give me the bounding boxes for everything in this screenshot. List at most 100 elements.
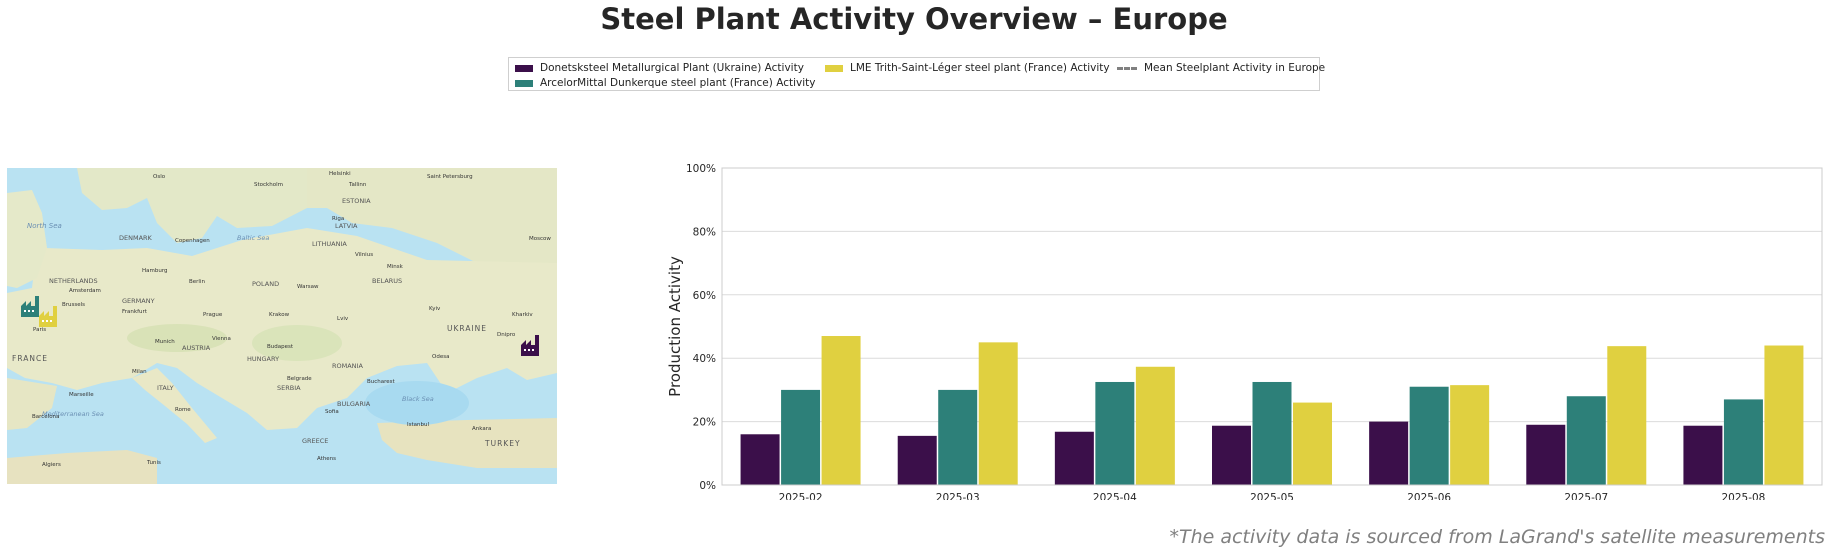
map-label: Budapest [267, 344, 294, 350]
map-label: Minsk [387, 264, 404, 270]
bar [821, 336, 861, 485]
map-label: Hamburg [142, 268, 168, 274]
map-label: HUNGARY [247, 355, 279, 363]
map-label: Milan [132, 369, 147, 375]
map-label: Riga [332, 216, 344, 222]
legend-label: ArcelorMittal Dunkerque steel plant (Fra… [540, 77, 816, 89]
y-tick-label: 100% [686, 163, 716, 175]
iberia-land [7, 378, 57, 430]
x-tick-label: 2025-08 [1721, 492, 1765, 500]
map-label: Rome [175, 407, 191, 413]
map-label: Tunis [146, 460, 161, 466]
map-label: Copenhagen [175, 238, 210, 244]
chart-svg: 0% 20% 40% 60% 80% 100% 2025-02 2025-03 2025-04 2… [666, 163, 1823, 504]
map-label: Amsterdam [69, 288, 101, 294]
bar [781, 389, 821, 485]
bar [1526, 424, 1566, 485]
map-label: Krakow [269, 312, 290, 318]
bars [740, 336, 1804, 485]
bar [1054, 431, 1094, 485]
map-label: Stockholm [254, 182, 283, 188]
bar [938, 389, 978, 485]
britain-land [7, 190, 47, 288]
map-label: Sofia [325, 409, 339, 415]
map-label: UKRAINE [447, 324, 487, 333]
x-tick-label: 2025-06 [1407, 492, 1451, 500]
finland-russia-land [307, 168, 557, 263]
map-label: ITALY [157, 384, 174, 392]
bar [1607, 346, 1647, 485]
legend-label: LME Trith-Saint-Léger steel plant (Franc… [850, 62, 1110, 74]
italy-land [132, 368, 217, 443]
bar [1252, 381, 1292, 485]
map-label: Moscow [529, 236, 551, 242]
black-sea [365, 381, 469, 425]
bar [740, 434, 780, 485]
europe-map: North Sea Baltic Sea Black Sea Mediterra… [7, 168, 557, 484]
map-label: ROMANIA [332, 362, 363, 370]
map-label: Munich [155, 339, 175, 345]
map-label: LATVIA [335, 222, 358, 230]
legend-swatch [515, 79, 533, 87]
map-label: Brussels [62, 302, 85, 308]
bar [1212, 425, 1251, 485]
map-label: POLAND [252, 280, 279, 288]
bar [1566, 396, 1606, 485]
map-label: Belgrade [287, 376, 312, 382]
map-label: TURKEY [484, 439, 521, 448]
y-tick-label: 0% [699, 480, 716, 492]
turkey-land [377, 418, 557, 468]
map-label: DENMARK [119, 234, 153, 242]
map-label: Lviv [337, 316, 349, 322]
x-tick-label: 2025-07 [1564, 492, 1608, 500]
legend-item-mean: Mean Steelplant Activity in Europe [1117, 62, 1325, 74]
factory-icon [21, 296, 39, 317]
y-axis-label: Production Activity [666, 256, 684, 397]
legend-swatch [825, 64, 843, 72]
factory-icon [39, 306, 57, 327]
map-label: BELARUS [372, 277, 402, 285]
y-tick-label: 40% [693, 353, 716, 365]
x-tick-label: 2025-04 [1093, 492, 1137, 500]
bar [1764, 345, 1804, 485]
legend: Donetsksteel Metallurgical Plant (Ukrain… [508, 57, 1325, 91]
map-label: NETHERLANDS [49, 277, 98, 285]
map-label: AUSTRIA [182, 344, 211, 352]
map-label: Prague [203, 312, 223, 318]
map-label: SERBIA [277, 384, 301, 392]
map-label: Odesa [432, 354, 449, 360]
map-svg: North Sea Baltic Sea Black Sea Mediterra… [7, 168, 557, 484]
plot-frame [721, 167, 1823, 486]
map-label: Kyiv [429, 306, 441, 312]
map-label: Warsaw [297, 284, 319, 290]
legend-label: Donetsksteel Metallurgical Plant (Ukrain… [540, 62, 804, 74]
legend-swatch [515, 64, 533, 72]
map-label: Istanbul [407, 422, 429, 428]
map-label: Dnipro [497, 332, 516, 338]
map-label: Barcelona [32, 414, 59, 420]
chart-title: Steel Plant Activity Overview – Europe [600, 2, 1228, 36]
map-label: Paris [33, 327, 46, 333]
bar [1293, 402, 1332, 485]
map-label: Vilnius [355, 252, 373, 258]
legend-item-trith: LME Trith-Saint-Léger steel plant (Franc… [825, 62, 1110, 74]
legend-dash [1117, 66, 1137, 70]
x-tick-label: 2025-03 [936, 492, 980, 500]
alps [127, 324, 227, 352]
map-label: Berlin [189, 279, 205, 285]
bar [1095, 381, 1135, 485]
map-label: LITHUANIA [312, 240, 347, 248]
bar [897, 435, 937, 485]
bar [1723, 399, 1763, 485]
africa-land [7, 450, 157, 484]
map-label: Ankara [472, 426, 491, 432]
map-label: Saint Petersburg [427, 174, 473, 180]
map-label: Black Sea [402, 395, 434, 403]
bar [1683, 425, 1723, 485]
carpathians [252, 325, 342, 361]
bar [978, 342, 1018, 485]
map-label: Baltic Sea [237, 234, 269, 242]
map-label: GERMANY [122, 297, 155, 305]
bar [1409, 386, 1449, 485]
y-tick-label: 80% [693, 226, 716, 238]
